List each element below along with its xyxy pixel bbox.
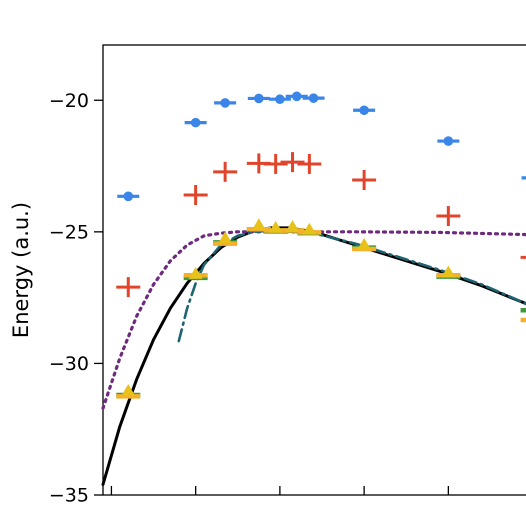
y-tick-label: −30 [49, 353, 89, 375]
triangle-marker [121, 384, 136, 396]
triangle-marker [285, 220, 300, 233]
x-axis [110, 486, 449, 495]
plot-frame [102, 44, 526, 496]
y-axis: −20 −25 −30 −35 [49, 90, 103, 507]
triangle-marker [302, 222, 317, 235]
circle-marker [443, 136, 454, 146]
y-tick-label: −35 [49, 485, 89, 507]
circle-marker [190, 117, 201, 128]
circle-marker [275, 94, 285, 105]
triangle-marker [441, 265, 456, 278]
curve-layer [101, 226, 526, 486]
circle-marker [359, 105, 369, 116]
curve-dotted [101, 230, 526, 410]
y-axis-label: Energy (a.u.) [9, 202, 33, 338]
triangle-marker [251, 218, 266, 231]
circle-marker [291, 91, 302, 102]
triangle-marker [268, 220, 283, 233]
y-tick-label: −25 [49, 221, 89, 243]
circle-marker [254, 93, 264, 104]
circle-marker [220, 98, 230, 108]
triangle-marker [218, 231, 233, 244]
circle-marker [308, 93, 319, 103]
triangle-marker [188, 266, 203, 279]
circle-marker [123, 191, 134, 202]
y-tick-label: −20 [49, 90, 89, 112]
marker-layer [116, 91, 526, 399]
triangle-marker [357, 238, 372, 250]
